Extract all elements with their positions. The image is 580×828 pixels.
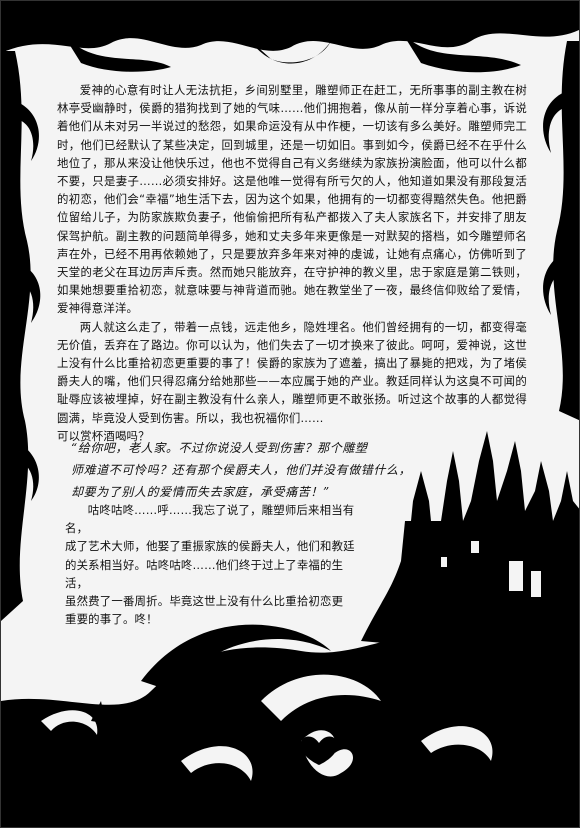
- ending-line: 虽然费了一番周折。毕竟这世上没有什么比重拾初恋更: [65, 594, 344, 609]
- right-vine-ornament: [543, 41, 579, 421]
- quote-line: 却要为了别人的爱情而失去家庭，承受痛苦！”: [71, 485, 330, 499]
- story-body: 爱神的心意有时让人无法抗拒，乡间别墅里，雕塑师正在赶工，无所事事的副主教在树林亭…: [57, 81, 527, 445]
- quote-line: 师难道不可怜吗？还有那个侯爵夫人，他们并没有做错什么，: [71, 463, 412, 477]
- bottom-swirl-landscape: [1, 624, 579, 827]
- top-vine-ornament: [1, 1, 579, 73]
- ending-line: 的关系相当好。咕咚咕咚……他们终于过上了幸福的生活，: [65, 557, 344, 590]
- ending-line: 咕咚咕咚……呼……我忘了说了，雕塑师后来相当有名，: [65, 503, 355, 536]
- village-silhouette: [1, 701, 117, 761]
- listener-quote: “给你吧，老人家。不过你说没人受到伤害？那个雕塑 师难道不可怜吗？还有那个侯爵夫…: [71, 437, 451, 503]
- story-paragraph-2: 两人就这么走了，带着一点钱，远走他乡，隐姓埋名。他们曾经拥有的一切，都变得毫无价…: [57, 319, 527, 425]
- story-paragraph-2-tail: 可以赏杯酒喝吗？: [57, 428, 150, 443]
- story-paragraph-1: 爱神的心意有时让人无法抗拒，乡间别墅里，雕塑师正在赶工，无所事事的副主教在树林亭…: [57, 83, 527, 316]
- left-vine-ornament: [1, 51, 41, 621]
- quote-line: “给你吧，老人家。不过你说没人受到伤害？那个雕塑: [71, 441, 368, 455]
- ending-line: 重要的事了。咚！: [65, 612, 158, 627]
- story-ending: 咕咚咕咚……呼……我忘了说了，雕塑师后来相当有名， 成了艺术大师，他娶了重振家族…: [65, 501, 365, 628]
- castle-silhouette: [361, 431, 579, 661]
- ending-line: 成了艺术大师，他娶了重振家族的侯爵夫人，他们和教廷: [65, 539, 355, 554]
